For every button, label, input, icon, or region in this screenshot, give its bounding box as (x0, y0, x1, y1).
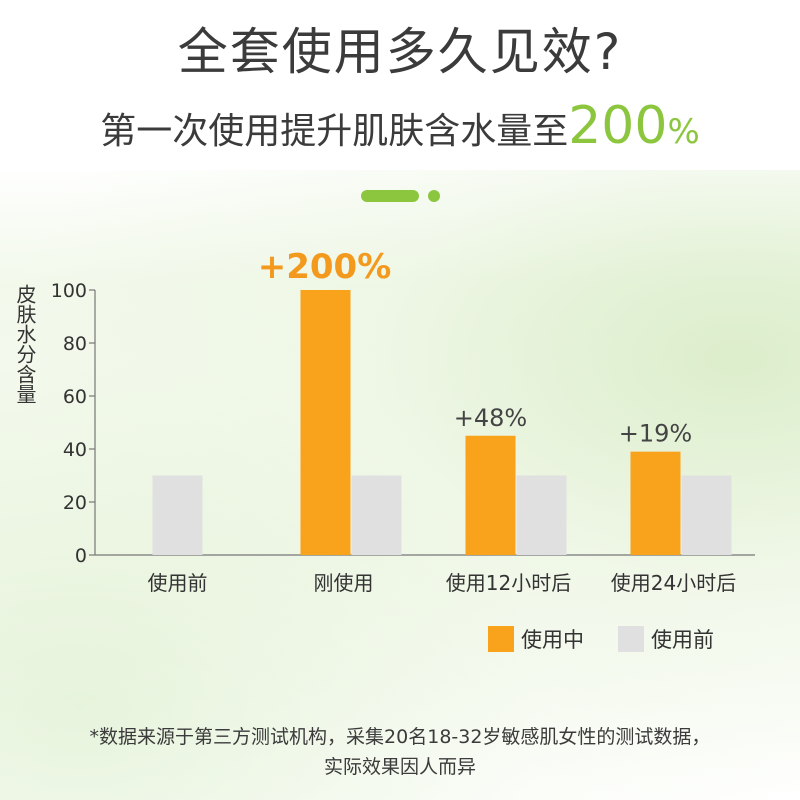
bar-during (300, 290, 351, 555)
x-category-label: 使用12小时后 (446, 571, 571, 595)
legend-label-before: 使用前 (651, 628, 714, 652)
decor-dot (428, 190, 440, 202)
y-tick-label: 20 (63, 492, 87, 514)
legend-swatch-before (618, 626, 644, 652)
bar-before (351, 475, 402, 555)
x-category-label: 使用前 (148, 571, 208, 595)
legend-item-during: 使用中 (488, 624, 584, 654)
bar-annotation: +19% (619, 420, 692, 448)
subtitle-prefix: 第一次使用提升肌肤含水量至 (100, 111, 569, 152)
chart-legend: 使用中 使用前 (488, 624, 748, 654)
bar-before (516, 475, 567, 555)
decor-dash (361, 190, 419, 202)
bar-annotation: +48% (454, 404, 527, 432)
legend-item-before: 使用前 (618, 624, 714, 654)
y-tick-label: 60 (63, 386, 87, 408)
y-tick-label: 100 (51, 280, 87, 302)
subtitle-highlight-unit: % (667, 112, 700, 152)
y-tick-label: 80 (63, 333, 87, 355)
page-title: 全套使用多久见效? (177, 23, 623, 81)
y-tick-label: 0 (75, 545, 87, 567)
footnote-line-1: *数据来源于第三方测试机构，采集20名18-32岁敏感肌女性的测试数据， (89, 726, 711, 748)
bar-before (152, 475, 203, 555)
bar-during (630, 451, 681, 555)
footnote-line-2: 实际效果因人而异 (323, 756, 476, 778)
legend-swatch-during (488, 626, 514, 652)
x-category-label: 刚使用 (314, 571, 374, 595)
bar-annotation: +200% (258, 247, 392, 287)
legend-label-during: 使用中 (521, 628, 584, 652)
bar-before (681, 475, 732, 555)
footnote: *数据来源于第三方测试机构，采集20名18-32岁敏感肌女性的测试数据， 实际效… (0, 722, 800, 782)
subtitle-highlight-value: 200 (568, 96, 668, 156)
x-category-label: 使用24小时后 (611, 571, 736, 595)
y-axis-label: 皮肤水分含量 (13, 284, 37, 404)
bar-during (465, 435, 516, 555)
y-tick-label: 40 (63, 439, 87, 461)
page-subtitle: 第一次使用提升肌肤含水量至200% (0, 98, 800, 160)
